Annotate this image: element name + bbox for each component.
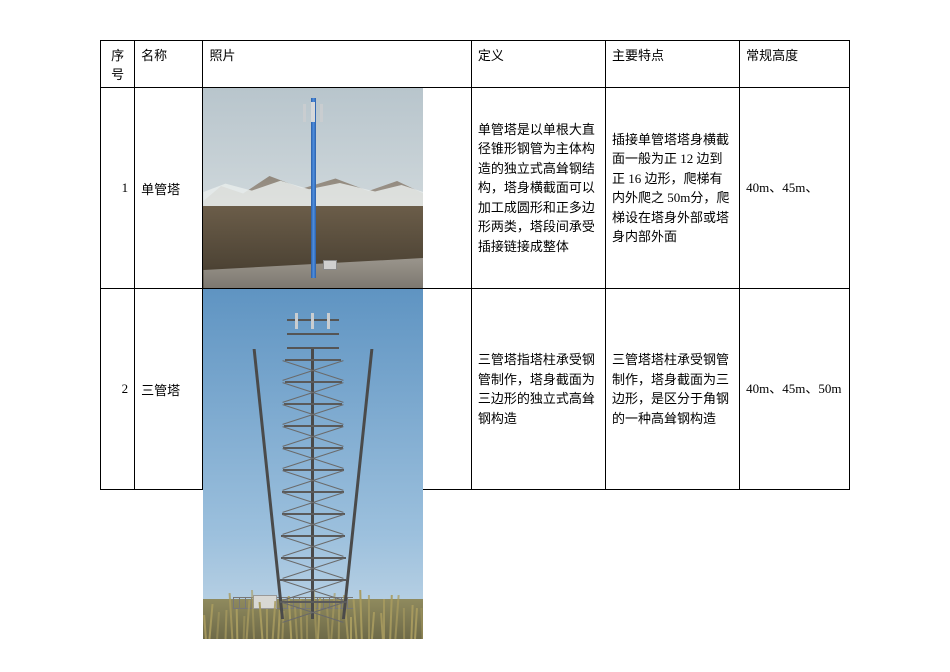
definition-cell: 单管塔是以单根大直径锥形钢管为主体构造的独立式高耸钢结构，塔身横截面可以加工成圆… <box>471 88 605 289</box>
features-cell: 三管塔塔柱承受钢管制作，塔身截面为三边形，是区分于角钢的一种高耸钢构造 <box>606 289 740 490</box>
height-cell: 40m、45m、 <box>740 88 850 289</box>
col-height: 常规高度 <box>740 41 850 88</box>
col-photo: 照片 <box>203 41 471 88</box>
col-name: 名称 <box>135 41 203 88</box>
col-seq: 序号 <box>101 41 135 88</box>
photo-cell-monopole <box>203 88 471 289</box>
tritube-tower-image <box>203 289 423 639</box>
seq-cell: 1 <box>101 88 135 289</box>
height-cell: 40m、45m、50m <box>740 289 850 490</box>
features-cell: 插接单管塔塔身横截面一般为正 12 边到正 16 边形，爬梯有内外爬之 50m分… <box>606 88 740 289</box>
table-row: 1 单管塔 单管塔是以单根大直径锥形钢管为主体构造的独立式高耸钢结构，塔身横截面… <box>101 88 850 289</box>
col-feat: 主要特点 <box>606 41 740 88</box>
header-row: 序号 名称 照片 定义 主要特点 常规高度 <box>101 41 850 88</box>
tower-table: 序号 名称 照片 定义 主要特点 常规高度 1 单管塔 <box>100 40 850 490</box>
name-cell: 单管塔 <box>135 88 203 289</box>
table-row: 2 三管塔 <box>101 289 850 490</box>
name-cell: 三管塔 <box>135 289 203 490</box>
definition-cell: 三管塔指塔柱承受钢管制作，塔身截面为三边形的独立式高耸钢构造 <box>471 289 605 490</box>
photo-cell-tritube <box>203 289 471 490</box>
col-def: 定义 <box>471 41 605 88</box>
seq-cell: 2 <box>101 289 135 490</box>
monopole-tower-image <box>203 88 423 288</box>
